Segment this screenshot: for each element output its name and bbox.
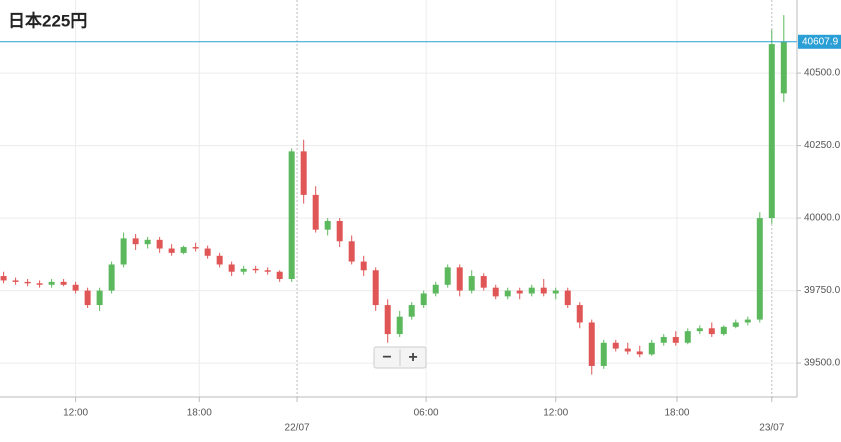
- candle-body: [576, 305, 583, 323]
- y-tick-label: 40500.0: [804, 68, 841, 79]
- candle-body: [324, 220, 331, 230]
- candle-body: [192, 247, 199, 249]
- candle-body: [708, 328, 715, 335]
- candle-body: [564, 290, 571, 306]
- candle-body: [312, 194, 319, 230]
- candle-body: [384, 305, 391, 335]
- candle-body: [24, 281, 31, 284]
- candle-body: [96, 290, 103, 306]
- candle-body: [84, 290, 91, 306]
- candle-body: [696, 328, 703, 332]
- x-tick-label: 22/07: [285, 423, 310, 434]
- candle-body: [72, 284, 79, 291]
- last-price-box: [798, 34, 841, 49]
- candle-body: [48, 281, 55, 285]
- candle-body: [480, 276, 487, 288]
- candle-body: [588, 322, 595, 366]
- candle-body: [264, 270, 271, 272]
- y-tick-label: 39500.0: [804, 358, 841, 369]
- candle-body: [348, 241, 355, 262]
- x-tick-label: 12:00: [543, 408, 568, 419]
- candle-body: [204, 248, 211, 256]
- y-tick-label: 40000.0: [804, 213, 841, 224]
- candle-body: [36, 283, 43, 285]
- candle-body: [0, 276, 7, 281]
- candle-body: [396, 316, 403, 335]
- last-price-label: 40607.9: [802, 36, 839, 47]
- candle-body: [672, 336, 679, 343]
- candle-body: [336, 220, 343, 242]
- candle-body: [624, 348, 631, 352]
- candle-body: [288, 151, 295, 279]
- candle-body: [120, 238, 127, 265]
- candle-body: [420, 293, 427, 306]
- candle-body: [180, 247, 187, 253]
- x-tick-label: 12:00: [63, 408, 88, 419]
- candle-body: [780, 41, 787, 94]
- candle-body: [732, 322, 739, 327]
- candle-body: [648, 342, 655, 355]
- zoom-out-button[interactable]: −: [382, 349, 391, 366]
- x-tick-label: 18:00: [187, 408, 212, 419]
- candle-body: [408, 305, 415, 317]
- candle-body: [756, 218, 763, 320]
- candle-body: [12, 280, 19, 282]
- candle-body: [300, 151, 307, 195]
- candle-body: [468, 276, 475, 291]
- x-tick-label: 06:00: [414, 408, 439, 419]
- candle-body: [528, 287, 535, 294]
- candle-body: [516, 290, 523, 294]
- zoom-controls: − +: [373, 346, 427, 369]
- candle-body: [444, 267, 451, 285]
- candle-body: [660, 336, 667, 343]
- candle-body: [144, 239, 151, 245]
- candle-body: [720, 326, 727, 335]
- candle-body: [132, 238, 139, 245]
- x-tick-label: 23/07: [759, 423, 784, 434]
- grid: [0, 0, 801, 402]
- candle-body: [252, 268, 259, 271]
- candle-body: [768, 44, 775, 219]
- zoom-in-button[interactable]: +: [408, 349, 417, 366]
- y-tick-label: 39750.0: [804, 285, 841, 296]
- candle-body: [492, 287, 499, 297]
- candle-body: [684, 331, 691, 343]
- candle-body: [276, 271, 283, 279]
- chart-title: 日本225円: [8, 10, 87, 30]
- y-tick-label: 40250.0: [804, 140, 841, 151]
- candle-body: [456, 267, 463, 291]
- candle-body: [108, 264, 115, 291]
- candle-body: [540, 287, 547, 294]
- candle-body: [504, 290, 511, 297]
- candle-body: [600, 342, 607, 366]
- candle-body: [552, 290, 559, 294]
- candle-body: [240, 268, 247, 272]
- candles: [0, 15, 787, 375]
- candle-body: [60, 281, 67, 285]
- candle-body: [228, 264, 235, 272]
- candle-body: [744, 319, 751, 323]
- candle-body: [156, 239, 163, 249]
- candle-body: [360, 261, 367, 271]
- candle-body: [216, 255, 223, 265]
- x-tick-label: 18:00: [664, 408, 689, 419]
- candle-body: [432, 284, 439, 294]
- candle-body: [636, 351, 643, 355]
- candle-body: [168, 248, 175, 253]
- candle-body: [612, 342, 619, 349]
- candle-body: [372, 270, 379, 306]
